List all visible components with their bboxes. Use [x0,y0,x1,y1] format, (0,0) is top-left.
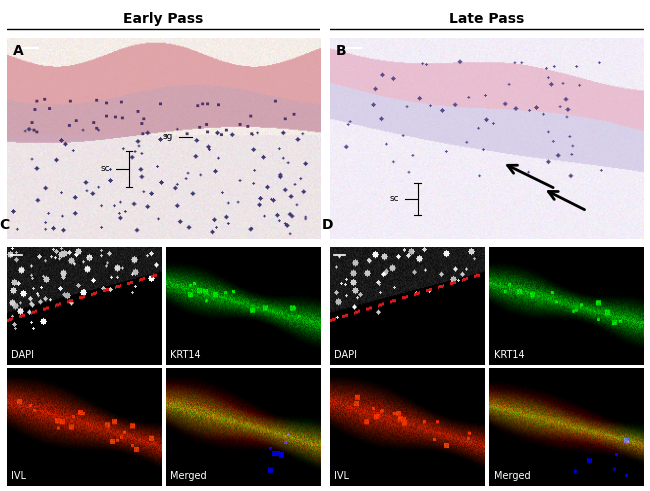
Text: DAPI: DAPI [11,350,34,360]
Text: IVL: IVL [11,471,26,481]
Text: IVL: IVL [334,471,349,481]
Text: Late Pass: Late Pass [449,12,525,26]
Text: sg: sg [162,132,173,141]
Text: KRT14: KRT14 [170,350,201,360]
Text: Merged: Merged [493,471,530,481]
Text: sc: sc [101,164,110,173]
Text: DAPI: DAPI [334,350,358,360]
Text: D: D [322,218,333,232]
Text: sc: sc [389,194,398,203]
Text: B: B [336,44,346,58]
Text: C: C [0,218,9,232]
Text: Merged: Merged [170,471,207,481]
Text: KRT14: KRT14 [493,350,524,360]
Text: A: A [13,44,23,58]
Text: Early Pass: Early Pass [124,12,203,26]
